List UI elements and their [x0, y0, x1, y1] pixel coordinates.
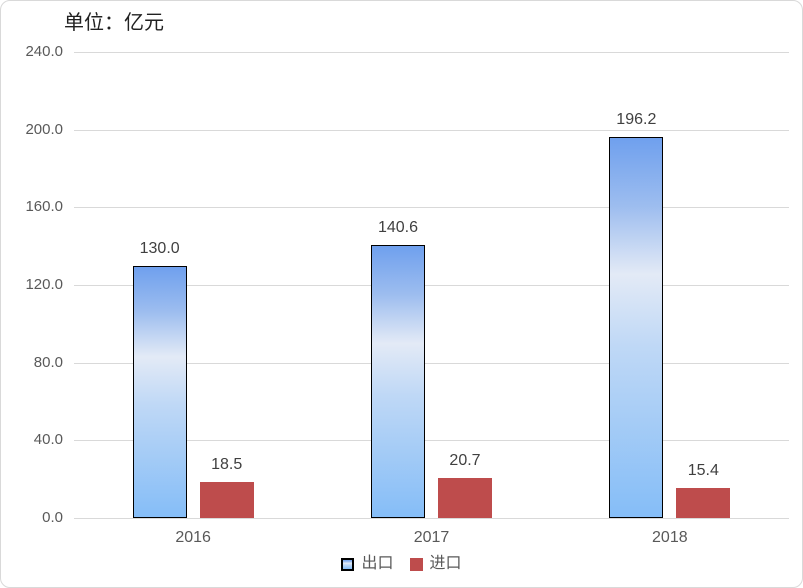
y-axis-tick-label: 200.0 — [25, 120, 63, 138]
bar-import-2016 — [199, 482, 254, 518]
gridline — [74, 129, 789, 131]
y-axis-tick-label: 80.0 — [33, 353, 63, 371]
bar-value-label: 196.2 — [616, 111, 657, 129]
bar-import-2018 — [676, 488, 731, 518]
y-axis-tick-label: 160.0 — [25, 198, 63, 216]
y-axis-tick-label: 40.0 — [33, 431, 63, 449]
legend: 出口 进口 — [1, 554, 802, 574]
legend-item-import: 进口 — [409, 554, 462, 574]
bar-value-label: 15.4 — [687, 462, 719, 480]
x-axis-tick-label: 2017 — [413, 529, 450, 546]
bar-value-label: 140.6 — [377, 219, 419, 236]
legend-label-import: 进口 — [429, 555, 462, 572]
bar-export-2017 — [371, 245, 425, 518]
bar-value-label: 20.7 — [449, 451, 481, 469]
import-swatch-icon — [409, 557, 423, 571]
legend-label-export: 出口 — [361, 555, 394, 572]
gridline — [74, 285, 789, 286]
y-axis-tick-label: 240.0 — [25, 43, 63, 60]
gridline — [74, 52, 789, 53]
bar-value-label: 130.0 — [139, 239, 180, 257]
x-axis-tick-label: 2018 — [652, 529, 688, 546]
legend-item-export: 出口 — [341, 554, 394, 574]
bar-import-2017 — [438, 477, 492, 518]
x-axis-tick-label: 2016 — [175, 529, 211, 546]
unit-label: 单位：亿元 — [64, 12, 164, 34]
gridline — [74, 362, 789, 364]
gridline — [74, 440, 789, 442]
y-axis-tick-label: 0.0 — [42, 509, 63, 526]
y-axis-tick-label: 120.0 — [25, 276, 63, 293]
bar-export-2016 — [132, 265, 187, 518]
export-swatch-icon — [341, 557, 355, 571]
bar-export-2018 — [609, 137, 664, 518]
gridline — [74, 518, 789, 519]
gridline — [74, 207, 789, 209]
bar-value-label: 18.5 — [211, 456, 243, 474]
